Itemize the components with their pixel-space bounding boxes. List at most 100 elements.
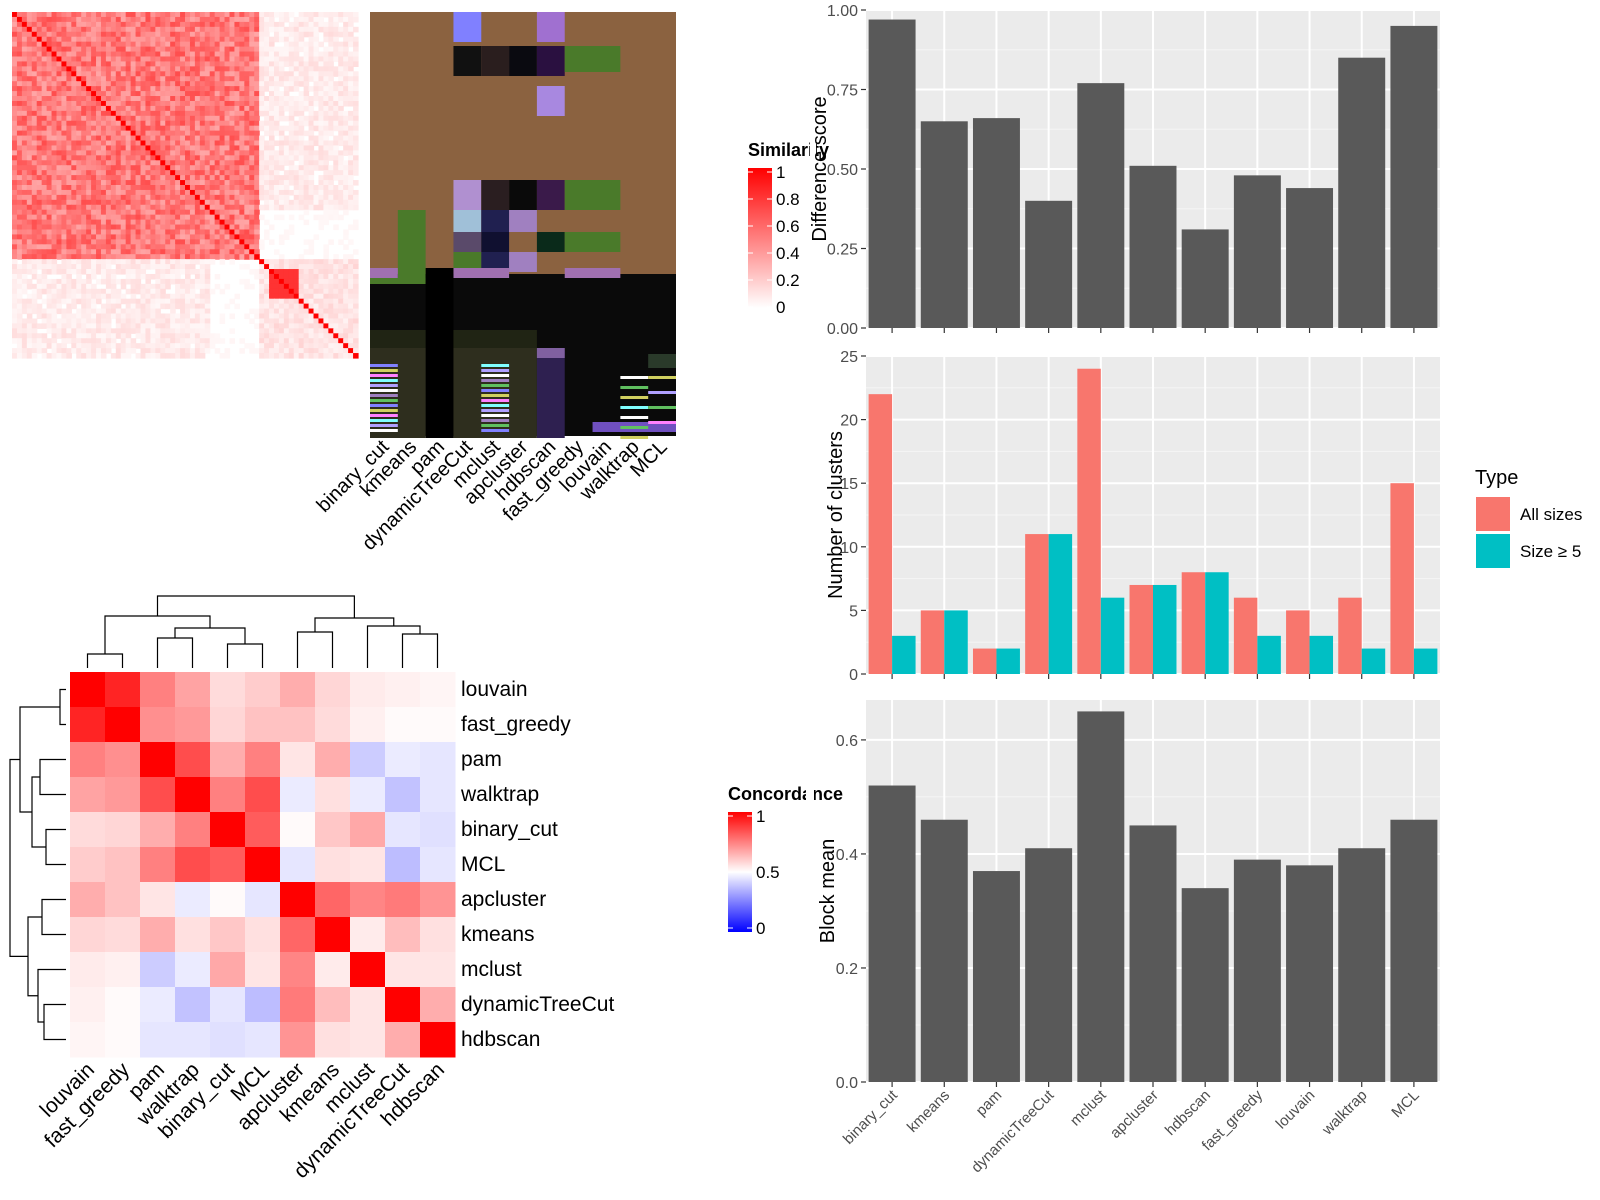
- similarity-cell: [91, 313, 97, 320]
- similarity-cell: [353, 194, 359, 201]
- similarity-cell: [219, 81, 226, 87]
- similarity-cell: [180, 81, 186, 87]
- similarity-cell: [293, 328, 300, 334]
- similarity-cell: [76, 348, 82, 354]
- similarity-cell: [120, 343, 127, 349]
- similarity-cell: [140, 283, 147, 290]
- similarity-cell: [91, 333, 97, 339]
- similarity-cell: [269, 239, 275, 245]
- similarity-cell: [244, 125, 250, 132]
- concordance-cell: [245, 1022, 281, 1058]
- similarity-cell: [71, 323, 77, 329]
- similarity-cell: [323, 36, 329, 43]
- similarity-cell: [12, 318, 18, 324]
- similarity-cell: [229, 46, 236, 53]
- similarity-cell: [135, 333, 142, 339]
- similarity-cell: [155, 318, 161, 324]
- similarity-cell: [71, 66, 77, 72]
- similarity-cell: [333, 189, 339, 196]
- concordance-cell: [210, 882, 246, 918]
- similarity-cell: [264, 130, 270, 137]
- similarity-cell: [71, 175, 77, 181]
- similarity-cell: [120, 283, 127, 290]
- similarity-cell: [313, 323, 320, 329]
- similarity-cell: [105, 16, 112, 23]
- similarity-cell: [36, 303, 43, 310]
- similarity-cell: [204, 264, 211, 270]
- similarity-cell: [51, 278, 58, 285]
- similarity-cell: [214, 175, 221, 181]
- similarity-cell: [219, 288, 226, 295]
- similarity-cell: [308, 115, 315, 122]
- similarity-cell: [234, 204, 240, 211]
- similarity-cell: [189, 283, 196, 290]
- similarity-cell: [199, 110, 206, 117]
- similarity-cell: [308, 323, 315, 329]
- similarity-cell: [298, 61, 305, 67]
- similarity-cell: [86, 269, 92, 275]
- similarity-cell: [21, 239, 28, 245]
- similarity-cell: [135, 12, 142, 18]
- similarity-cell: [16, 130, 23, 137]
- similarity-cell: [264, 308, 270, 315]
- similarity-cell: [199, 120, 206, 127]
- similarity-cell: [135, 86, 142, 92]
- similarity-cell: [308, 61, 315, 67]
- similarity-cell: [140, 21, 147, 28]
- similarity-cell: [343, 76, 349, 82]
- similarity-cell: [160, 105, 166, 112]
- similarity-cell: [273, 66, 280, 72]
- similarity-cell: [12, 204, 18, 211]
- similarity-cell: [323, 160, 329, 166]
- similarity-cell: [86, 165, 92, 171]
- similarity-cell: [249, 46, 255, 53]
- similarity-cell: [194, 12, 201, 18]
- similarity-cell: [204, 21, 211, 28]
- similarity-cell: [21, 278, 28, 285]
- similarity-cell: [214, 145, 221, 151]
- similarity-cell: [150, 170, 156, 176]
- similarity-cell: [288, 180, 295, 186]
- similarity-cell: [185, 71, 191, 77]
- similarity-cell: [333, 170, 339, 176]
- concordance-cell: [210, 777, 246, 813]
- similarity-cell: [135, 21, 142, 28]
- similarity-cell: [21, 86, 28, 92]
- similarity-cell: [353, 130, 359, 137]
- similarity-cell: [234, 16, 240, 23]
- similarity-cell: [323, 348, 329, 354]
- similarity-cell: [46, 204, 53, 211]
- similarity-cell: [155, 343, 161, 349]
- similarity-cell: [283, 56, 290, 63]
- similarity-cell: [61, 249, 67, 255]
- similarity-cell: [26, 224, 33, 231]
- similarity-cell: [214, 199, 221, 206]
- similarity-cell: [229, 204, 236, 211]
- similarity-cell: [170, 51, 176, 58]
- similarity-cell: [71, 96, 77, 102]
- similarity-cell: [91, 204, 97, 211]
- similarity-cell: [313, 31, 320, 38]
- similarity-cell: [100, 12, 107, 18]
- similarity-cell: [204, 318, 211, 324]
- similarity-cell: [91, 264, 97, 270]
- similarity-cell: [31, 259, 38, 265]
- similarity-cell: [209, 155, 216, 161]
- concordance-cell: [315, 847, 351, 883]
- similarity-cell: [120, 244, 127, 250]
- similarity-cell: [249, 189, 255, 196]
- similarity-cell: [130, 278, 137, 285]
- similarity-cell: [51, 145, 58, 151]
- similarity-cell: [115, 115, 122, 122]
- cluster-patch: [536, 12, 565, 42]
- similarity-cell: [269, 185, 275, 191]
- similarity-cell: [81, 194, 87, 201]
- similarity-cell: [31, 26, 38, 33]
- similarity-cell: [21, 348, 28, 354]
- similarity-cell: [239, 165, 245, 171]
- similarity-cell: [120, 41, 127, 48]
- similarity-cell: [86, 249, 92, 255]
- cluster-patch: [453, 210, 482, 232]
- similarity-cell: [204, 91, 211, 97]
- similarity-cell: [343, 56, 349, 63]
